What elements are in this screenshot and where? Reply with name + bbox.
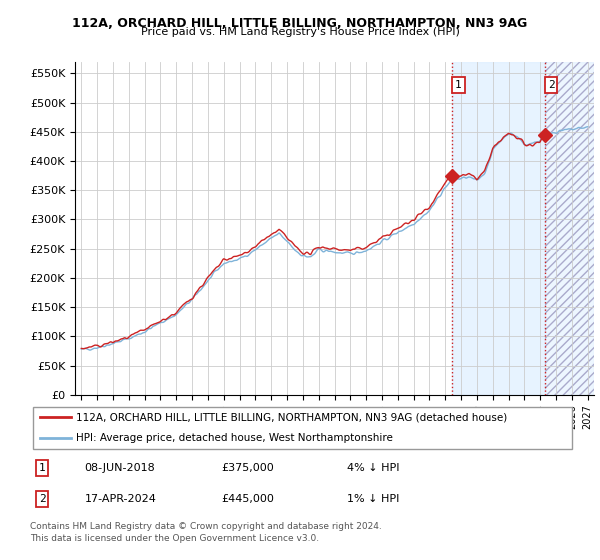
Bar (545, 62, 594, 395)
Text: 17-APR-2024: 17-APR-2024 (85, 494, 157, 503)
Text: Price paid vs. HM Land Registry's House Price Index (HPI): Price paid vs. HM Land Registry's House … (140, 27, 460, 37)
Text: £445,000: £445,000 (221, 494, 274, 503)
Bar (545, 62, 594, 395)
Text: 2: 2 (38, 494, 46, 503)
Text: £375,000: £375,000 (221, 463, 274, 473)
Text: 4% ↓ HPI: 4% ↓ HPI (347, 463, 399, 473)
Text: 1: 1 (38, 463, 46, 473)
Bar (452, 62, 545, 395)
Text: Contains HM Land Registry data © Crown copyright and database right 2024.
This d: Contains HM Land Registry data © Crown c… (30, 522, 382, 543)
Text: 112A, ORCHARD HILL, LITTLE BILLING, NORTHAMPTON, NN3 9AG (detached house): 112A, ORCHARD HILL, LITTLE BILLING, NORT… (76, 412, 508, 422)
Text: 2: 2 (548, 80, 554, 90)
FancyBboxPatch shape (33, 407, 572, 449)
Text: 08-JUN-2018: 08-JUN-2018 (85, 463, 155, 473)
Text: 1: 1 (455, 80, 462, 90)
Text: 112A, ORCHARD HILL, LITTLE BILLING, NORTHAMPTON, NN3 9AG: 112A, ORCHARD HILL, LITTLE BILLING, NORT… (73, 17, 527, 30)
Text: 1% ↓ HPI: 1% ↓ HPI (347, 494, 399, 503)
Text: HPI: Average price, detached house, West Northamptonshire: HPI: Average price, detached house, West… (76, 433, 393, 444)
